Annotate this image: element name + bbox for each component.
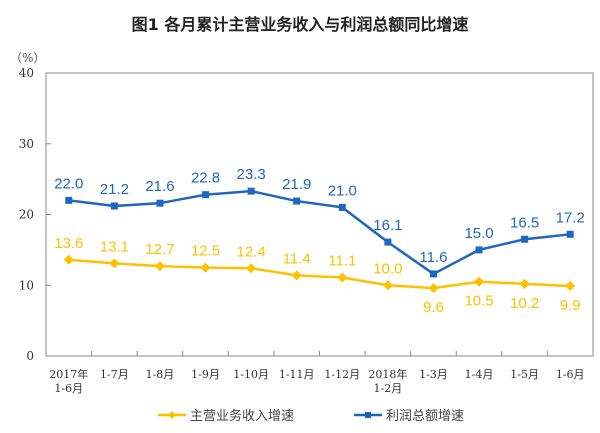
data-point-square xyxy=(202,191,210,199)
legend-item: 主营业务收入增速 xyxy=(158,408,294,424)
data-label: 16.5 xyxy=(510,214,539,231)
data-point-diamond xyxy=(246,263,257,274)
data-label: 12.4 xyxy=(237,243,266,260)
data-point-diamond xyxy=(337,272,348,283)
legend-diamond-marker xyxy=(168,411,176,419)
data-label: 21.9 xyxy=(282,176,311,193)
data-label: 11.4 xyxy=(283,250,311,267)
data-label: 22.0 xyxy=(54,175,83,192)
data-point-square xyxy=(475,246,483,254)
x-tick-label: 2018年 xyxy=(368,367,407,381)
data-point-diamond xyxy=(474,276,485,287)
data-label: 17.2 xyxy=(556,209,585,226)
data-label: 11.6 xyxy=(419,249,447,266)
y-tick-label: 10 xyxy=(19,278,34,292)
data-label: 13.1 xyxy=(100,238,129,255)
y-tick-label: 20 xyxy=(19,208,34,222)
data-point-square xyxy=(110,202,118,210)
data-point-square xyxy=(566,230,574,238)
data-label: 21.0 xyxy=(328,182,357,199)
data-label: 9.9 xyxy=(560,297,581,314)
data-point-square xyxy=(429,270,437,278)
y-tick-label: 30 xyxy=(19,137,34,151)
data-point-diamond xyxy=(291,270,302,281)
data-point-square xyxy=(384,238,392,246)
data-label: 23.3 xyxy=(237,166,266,183)
data-label: 15.0 xyxy=(464,225,493,242)
data-label: 9.6 xyxy=(423,299,444,316)
legend-label: 利润总额增速 xyxy=(386,409,464,424)
data-point-diamond xyxy=(200,262,211,273)
x-tick-label: 1-11月 xyxy=(279,368,315,381)
data-point-diamond xyxy=(63,254,74,265)
data-label: 10.2 xyxy=(510,295,539,312)
data-point-square xyxy=(338,203,346,211)
legend: 主营业务收入增速 利润总额增速 xyxy=(158,408,464,424)
series-line xyxy=(68,258,571,290)
series-revenue-growth: 13.6 13.1 12.7 12.5 12.4 11.4 11.1 10.0 9.6 10.5 1… xyxy=(54,235,580,316)
x-tick-label: 1-6月 xyxy=(54,382,83,395)
series-profit-growth: 22.0 21.2 21.6 22.8 23.3 21.9 21.0 16.1 11.6 15.0… xyxy=(54,166,585,278)
x-tick-label: 1-7月 xyxy=(100,368,129,381)
x-tick-label: 1-3月 xyxy=(419,368,448,381)
x-tick-label: 1-5月 xyxy=(510,368,539,381)
data-point-square xyxy=(247,187,255,195)
chart-title: 图1 各月累计主营业务收入与利润总额同比增速 xyxy=(132,15,469,34)
x-tick-label: 1-4月 xyxy=(465,368,494,381)
data-point-diamond xyxy=(109,258,120,269)
x-tick-label: 1-6月 xyxy=(556,368,585,381)
y-tick-label: 40 xyxy=(19,66,34,80)
data-label: 21.6 xyxy=(145,178,174,195)
x-tick-label: 1-10月 xyxy=(233,368,269,381)
y-tick-label: 0 xyxy=(26,349,34,363)
legend-item: 利润总额增速 xyxy=(354,409,464,424)
data-point-diamond xyxy=(565,280,576,291)
x-tick-label: 1-8月 xyxy=(146,368,175,381)
data-point-square xyxy=(156,199,164,207)
x-tick-label: 1-2月 xyxy=(374,382,403,395)
legend-square-marker xyxy=(365,412,371,418)
data-label: 22.8 xyxy=(191,170,220,187)
data-point-square xyxy=(65,196,73,204)
series-line xyxy=(68,189,571,276)
data-point-square xyxy=(521,235,529,243)
data-label: 21.2 xyxy=(100,181,129,198)
data-point-square xyxy=(293,197,301,205)
x-tick-label: 1-9月 xyxy=(191,368,220,381)
data-point-diamond xyxy=(382,280,393,291)
series-group: 13.6 13.1 12.7 12.5 12.4 11.4 11.1 10.0 9.6 10.5 1… xyxy=(54,166,585,316)
x-tick-label: 1-12月 xyxy=(324,368,360,381)
data-point-diamond xyxy=(519,278,530,289)
data-label: 12.7 xyxy=(145,241,174,258)
data-label: 12.5 xyxy=(191,243,220,260)
data-label: 13.6 xyxy=(54,235,83,252)
x-tick-label: 2017年 xyxy=(49,367,88,381)
y-axis-unit-label: （%） xyxy=(10,51,45,65)
legend-label: 主营业务收入增速 xyxy=(190,408,294,424)
data-point-diamond xyxy=(154,261,165,272)
data-label: 16.1 xyxy=(373,217,402,234)
data-label: 10.5 xyxy=(464,293,493,310)
data-label: 10.0 xyxy=(373,260,402,277)
data-label: 11.1 xyxy=(328,252,356,269)
data-point-diamond xyxy=(428,283,439,294)
y-axis: 0 10 20 30 40 xyxy=(19,66,51,363)
